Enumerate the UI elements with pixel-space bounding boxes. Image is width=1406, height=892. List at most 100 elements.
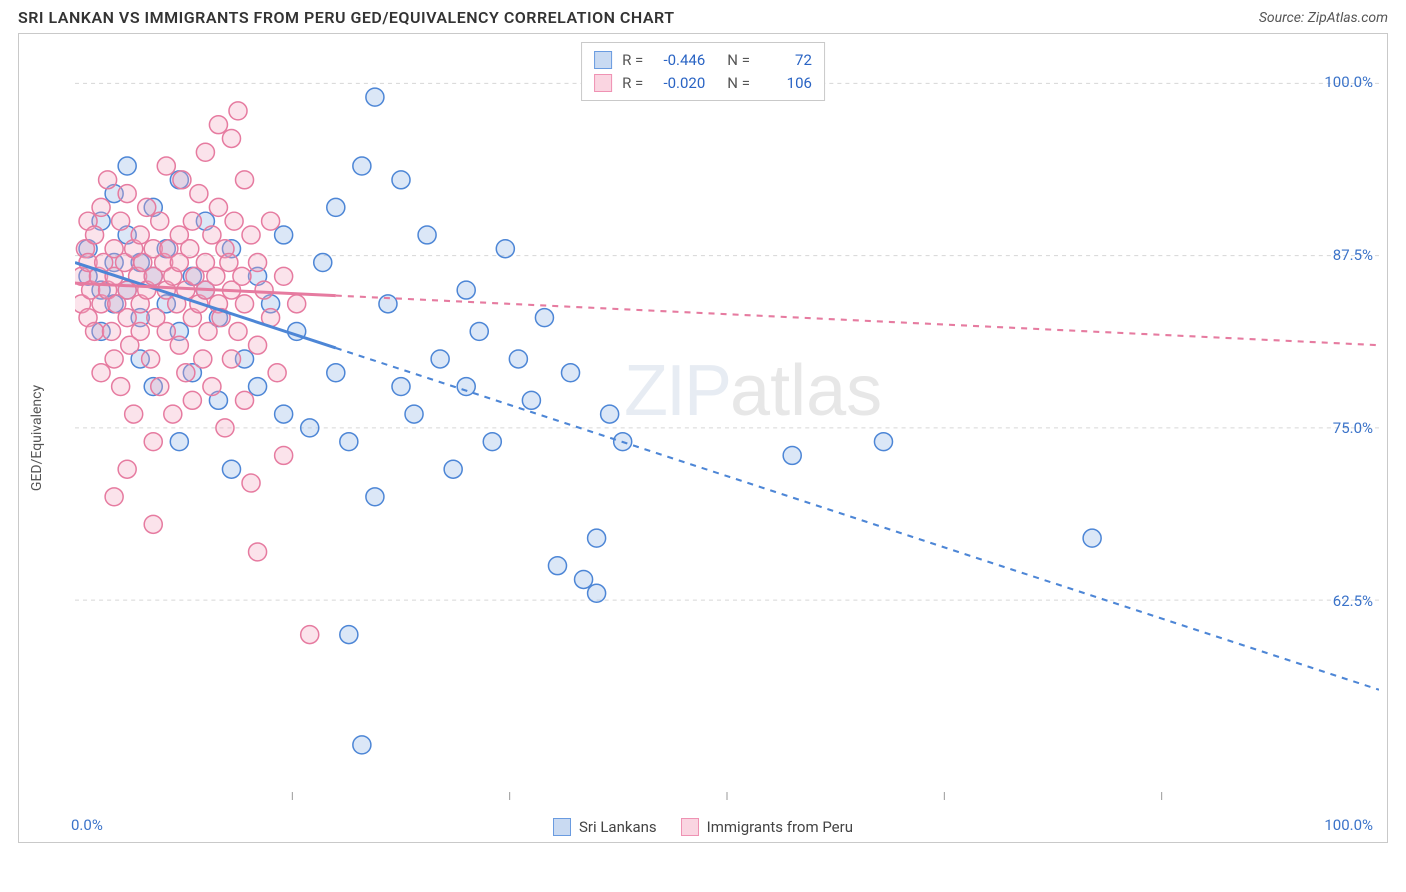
scatter-point bbox=[151, 212, 169, 230]
legend-swatch bbox=[594, 74, 612, 92]
scatter-point bbox=[131, 322, 149, 340]
scatter-point bbox=[548, 557, 566, 575]
scatter-point bbox=[118, 309, 136, 327]
scatter-point bbox=[262, 212, 280, 230]
scatter-point bbox=[157, 322, 175, 340]
scatter-point bbox=[157, 157, 175, 175]
scatter-point bbox=[340, 626, 358, 644]
scatter-point bbox=[366, 488, 384, 506]
stat-r-value: -0.020 bbox=[653, 72, 705, 95]
scatter-point bbox=[86, 322, 104, 340]
scatter-point bbox=[118, 460, 136, 478]
scatter-point bbox=[275, 405, 293, 423]
scatter-point bbox=[118, 157, 136, 175]
scatter-point bbox=[431, 350, 449, 368]
scatter-point bbox=[112, 212, 130, 230]
scatter-point bbox=[288, 295, 306, 313]
scatter-point bbox=[275, 446, 293, 464]
scatter-point bbox=[199, 322, 217, 340]
stat-n-label: N = bbox=[727, 49, 750, 72]
scatter-point bbox=[235, 391, 253, 409]
scatter-point bbox=[112, 378, 130, 396]
chart-title: SRI LANKAN VS IMMIGRANTS FROM PERU GED/E… bbox=[18, 8, 675, 27]
stat-n-label: N = bbox=[727, 72, 750, 95]
scatter-point bbox=[575, 571, 593, 589]
scatter-point bbox=[353, 736, 371, 754]
stat-n-value: 72 bbox=[760, 49, 812, 72]
scatter-point bbox=[457, 378, 475, 396]
scatter-point bbox=[275, 226, 293, 244]
scatter-point bbox=[209, 116, 227, 134]
scatter-point bbox=[144, 515, 162, 533]
scatter-point bbox=[170, 336, 188, 354]
correlation-stats-box: R = -0.446 N = 72 R = -0.020 N = 106 bbox=[581, 42, 825, 101]
scatter-point bbox=[509, 350, 527, 368]
scatter-point bbox=[783, 446, 801, 464]
chart-container: GED/Equivalency ZIPatlas R =-0.446N =72R… bbox=[18, 33, 1388, 843]
scatter-point bbox=[418, 226, 436, 244]
scatter-point bbox=[496, 240, 514, 258]
legend-item: Sri Lankans bbox=[553, 818, 657, 836]
stat-r-value: -0.446 bbox=[653, 49, 705, 72]
scatter-point bbox=[301, 626, 319, 644]
scatter-point bbox=[392, 378, 410, 396]
scatter-point bbox=[220, 254, 238, 272]
scatter-point bbox=[203, 226, 221, 244]
scatter-point bbox=[173, 171, 191, 189]
scatter-point bbox=[92, 364, 110, 382]
scatter-point bbox=[392, 171, 410, 189]
scatter-point bbox=[194, 350, 212, 368]
scatter-point bbox=[457, 281, 475, 299]
scatter-point bbox=[131, 226, 149, 244]
stats-row: R = -0.446 N = 72 bbox=[594, 49, 812, 72]
scatter-point bbox=[268, 364, 286, 382]
stat-n-value: 106 bbox=[760, 72, 812, 95]
scatter-point bbox=[301, 419, 319, 437]
scatter-point bbox=[588, 584, 606, 602]
scatter-point bbox=[235, 295, 253, 313]
scatter-point bbox=[249, 336, 267, 354]
scatter-point bbox=[177, 364, 195, 382]
x-tick-label: 100.0% bbox=[1324, 816, 1373, 834]
scatter-point bbox=[181, 240, 199, 258]
scatter-point bbox=[314, 254, 332, 272]
scatter-point bbox=[102, 322, 120, 340]
scatter-point bbox=[222, 129, 240, 147]
scatter-point bbox=[105, 350, 123, 368]
scatter-point bbox=[233, 267, 251, 285]
scatter-point bbox=[522, 391, 540, 409]
scatter-point bbox=[92, 198, 110, 216]
scatter-point bbox=[327, 364, 345, 382]
source-attribution: Source: ZipAtlas.com bbox=[1259, 10, 1388, 26]
scatter-point bbox=[203, 378, 221, 396]
x-tick-label: 0.0% bbox=[71, 816, 103, 834]
legend-label: Sri Lankans bbox=[579, 818, 657, 836]
scatter-point bbox=[183, 391, 201, 409]
stat-r-label: R = bbox=[622, 49, 643, 72]
scatter-point bbox=[235, 171, 253, 189]
scatter-point bbox=[183, 212, 201, 230]
scatter-point bbox=[142, 350, 160, 368]
scatter-point bbox=[144, 433, 162, 451]
y-tick-label: 87.5% bbox=[1333, 246, 1373, 264]
scatter-point bbox=[118, 185, 136, 203]
scatter-point bbox=[151, 378, 169, 396]
scatter-point bbox=[249, 378, 267, 396]
scatter-point bbox=[170, 433, 188, 451]
scatter-point bbox=[255, 281, 273, 299]
scatter-point bbox=[164, 405, 182, 423]
legend-swatch bbox=[681, 818, 699, 836]
scatter-point bbox=[229, 102, 247, 120]
scatter-point bbox=[216, 419, 234, 437]
scatter-point bbox=[209, 198, 227, 216]
y-axis-label: GED/Equivalency bbox=[29, 385, 45, 491]
legend-label: Immigrants from Peru bbox=[707, 818, 853, 836]
scatter-point bbox=[190, 185, 208, 203]
scatter-point bbox=[125, 405, 143, 423]
scatter-plot-svg bbox=[75, 42, 1379, 800]
stat-r-label: R = bbox=[622, 72, 643, 95]
stats-row: R = -0.020 N = 106 bbox=[594, 72, 812, 95]
scatter-point bbox=[105, 488, 123, 506]
scatter-point bbox=[275, 267, 293, 285]
scatter-point bbox=[340, 433, 358, 451]
